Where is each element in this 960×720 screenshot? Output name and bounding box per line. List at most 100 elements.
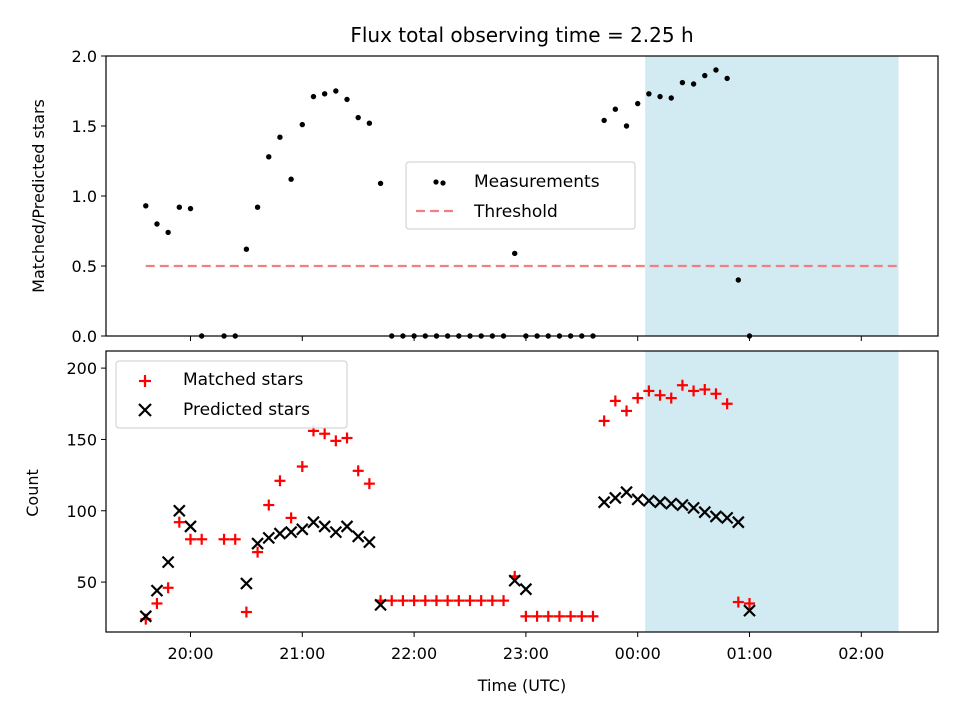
matched-star-point xyxy=(464,595,476,607)
measurement-point xyxy=(333,88,339,94)
matched-star-point xyxy=(676,379,688,391)
bottom-x-tick-label: 20:00 xyxy=(167,644,213,663)
predicted-star-point xyxy=(161,555,175,569)
matched-star-point xyxy=(598,415,610,427)
measurement-point xyxy=(310,93,317,100)
bottom-x-tick-label: 22:00 xyxy=(391,644,437,663)
legend-matched-marker xyxy=(139,375,151,387)
matched-stars-points xyxy=(140,379,755,625)
predicted-star-point xyxy=(609,491,622,505)
predicted-star-point xyxy=(709,510,723,523)
legend-predicted-marker xyxy=(138,403,152,417)
measurement-points xyxy=(143,67,753,339)
matched-star-point xyxy=(710,388,722,400)
legend-threshold-label: Threshold xyxy=(473,202,558,222)
matched-star-point xyxy=(430,595,442,607)
predicted-star-point xyxy=(664,497,678,510)
bottom-legend-box xyxy=(115,360,348,429)
bottom-x-ticks: 20:00 21:00 22:00 23:00 00:00 01:00 02:00 xyxy=(167,632,884,663)
bottom-y-tick-label: 200 xyxy=(66,359,97,378)
predicted-star-point xyxy=(139,610,153,623)
measurement-point xyxy=(735,277,742,283)
predicted-star-point xyxy=(318,520,331,533)
measurement-point xyxy=(679,79,686,86)
measurement-point xyxy=(266,154,272,160)
predicted-star-point xyxy=(508,574,521,587)
matched-star-point xyxy=(419,595,431,607)
matched-star-point xyxy=(621,405,633,417)
measurement-point xyxy=(635,100,641,107)
predicted-star-point xyxy=(374,598,387,612)
measurement-point xyxy=(243,246,250,252)
bottom-legend: Matched stars Predicted stars xyxy=(115,360,348,429)
top-shaded-span xyxy=(645,56,899,336)
matched-star-point xyxy=(632,392,644,404)
top-y-tick-label: 2.0 xyxy=(72,47,97,66)
predicted-star-point xyxy=(150,584,164,597)
predicted-star-point xyxy=(631,493,644,506)
bottom-y-tick-label: 100 xyxy=(66,502,97,521)
measurement-point xyxy=(612,106,619,112)
predicted-star-point xyxy=(273,527,287,540)
predicted-star-point xyxy=(173,504,186,518)
predicted-star-point xyxy=(329,525,343,539)
matched-star-point xyxy=(274,475,286,487)
legend-matched-label: Matched stars xyxy=(183,370,303,390)
matched-star-point xyxy=(218,533,230,545)
matched-star-point xyxy=(229,533,241,545)
legend-measurements-marker xyxy=(433,179,439,185)
measurement-point xyxy=(657,93,663,100)
top-y-tick-label: 0.5 xyxy=(72,257,97,276)
top-x-ticks xyxy=(190,336,862,341)
matched-star-point xyxy=(263,499,275,511)
matched-star-point xyxy=(319,428,331,440)
matched-star-point xyxy=(587,610,599,622)
bottom-panel: 50 100 150 200 20:00 21:00 22:00 23:00 00:00 01:… xyxy=(23,350,939,695)
matched-star-point xyxy=(654,389,666,401)
matched-star-point xyxy=(553,610,565,622)
bottom-y-axis-label: Count xyxy=(23,469,42,517)
predicted-star-point xyxy=(351,530,365,543)
bottom-y-ticks: 50 100 150 200 xyxy=(66,359,106,592)
predicted-star-point xyxy=(676,498,689,512)
measurement-point xyxy=(254,204,261,210)
measurement-point xyxy=(187,205,194,212)
bottom-x-tick-label: 01:00 xyxy=(726,644,772,663)
measurement-point xyxy=(690,81,697,87)
predicted-star-point xyxy=(340,520,354,533)
matched-star-point xyxy=(397,595,409,607)
predicted-star-point xyxy=(642,494,656,508)
matched-star-point xyxy=(643,385,655,397)
measurement-point xyxy=(668,95,674,101)
measurement-point xyxy=(299,121,305,128)
predicted-star-point xyxy=(240,577,253,590)
bottom-shaded-span xyxy=(645,351,899,632)
matched-star-point xyxy=(688,385,700,397)
predicted-star-point xyxy=(743,604,756,617)
matched-star-point xyxy=(285,512,297,524)
matched-star-point xyxy=(408,595,420,607)
matched-star-point xyxy=(363,478,375,490)
measurement-point xyxy=(377,180,384,187)
matched-star-point xyxy=(330,435,342,447)
matched-star-point xyxy=(196,533,208,545)
matched-star-point xyxy=(609,395,621,407)
top-legend: Measurements Threshold xyxy=(405,161,636,230)
predicted-star-point xyxy=(698,505,712,519)
x-axis-label: Time (UTC) xyxy=(477,676,566,695)
predicted-star-point xyxy=(262,531,276,545)
matched-star-point xyxy=(185,533,196,545)
measurement-point xyxy=(646,91,652,97)
bottom-y-tick-label: 150 xyxy=(66,430,97,449)
top-panel: 0.00.51.01.52.0 Matched/Predicted stars … xyxy=(29,47,939,346)
legend-predicted-label: Predicted stars xyxy=(183,400,310,420)
matched-star-point xyxy=(352,465,364,477)
matched-star-point xyxy=(240,606,252,618)
matched-star-point xyxy=(162,582,174,594)
measurement-point xyxy=(355,114,361,121)
predicted-star-point xyxy=(284,525,298,539)
measurement-point xyxy=(601,117,607,124)
measurement-point xyxy=(143,203,149,209)
bottom-y-tick-label: 50 xyxy=(77,573,97,592)
measurement-point xyxy=(154,221,160,227)
